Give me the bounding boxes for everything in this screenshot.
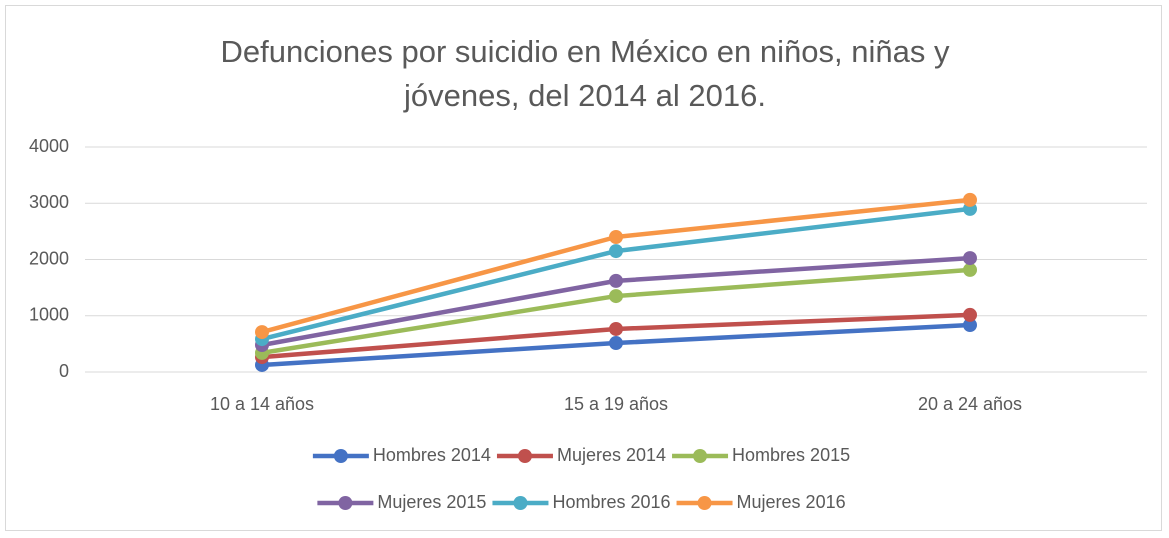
legend-label: Mujeres 2016 bbox=[737, 492, 846, 512]
data-point bbox=[609, 230, 623, 244]
legend-label: Mujeres 2015 bbox=[377, 492, 486, 512]
data-point bbox=[963, 192, 977, 207]
data-point bbox=[963, 251, 977, 266]
x-tick-label: 15 a 19 años bbox=[564, 394, 668, 414]
legend-marker bbox=[517, 449, 532, 463]
y-tick-label: 4000 bbox=[29, 136, 69, 156]
data-point bbox=[609, 273, 623, 288]
legend-label: Mujeres 2014 bbox=[557, 445, 666, 465]
x-tick-label: 10 a 14 años bbox=[210, 394, 314, 414]
legend-label: Hombres 2014 bbox=[373, 445, 491, 465]
y-tick-label: 2000 bbox=[29, 248, 69, 268]
data-point bbox=[255, 325, 269, 340]
legend-label: Hombres 2016 bbox=[552, 492, 670, 512]
data-point bbox=[609, 336, 623, 351]
chart-frame bbox=[5, 5, 1162, 531]
y-tick-label: 0 bbox=[59, 361, 69, 381]
data-point bbox=[963, 318, 977, 333]
data-point bbox=[609, 244, 623, 259]
legend-marker bbox=[333, 449, 348, 463]
legend-marker bbox=[697, 496, 712, 510]
x-tick-label: 20 a 24 años bbox=[918, 394, 1022, 414]
data-point bbox=[963, 307, 977, 322]
legend-label: Hombres 2015 bbox=[732, 445, 850, 465]
data-point bbox=[609, 321, 623, 336]
legend-marker bbox=[513, 496, 528, 510]
legend-marker bbox=[693, 449, 708, 463]
data-point bbox=[963, 262, 977, 277]
chart-title: Defunciones por suicidio en México en ni… bbox=[220, 34, 950, 113]
y-tick-label: 1000 bbox=[29, 305, 69, 325]
legend-marker bbox=[338, 496, 353, 510]
y-tick-label: 3000 bbox=[29, 192, 69, 212]
data-point bbox=[609, 289, 623, 304]
